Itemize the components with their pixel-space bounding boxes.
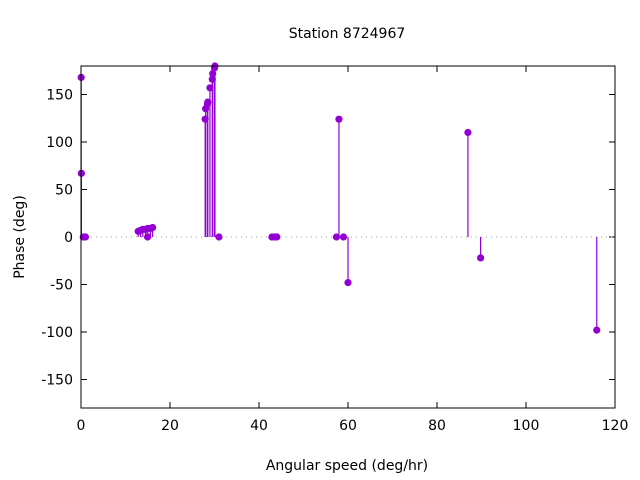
data-point [81, 233, 90, 241]
data-point [339, 233, 348, 241]
data-point [335, 115, 343, 123]
data-point [477, 254, 485, 262]
y-axis-label: Phase (deg) [12, 195, 28, 279]
data-point [273, 233, 281, 241]
data-point [344, 279, 352, 287]
y-tick-label: -150 [41, 373, 73, 389]
chart-title: Station 8724967 [289, 26, 406, 42]
y-tick-label: 150 [46, 88, 73, 104]
x-tick-label: 20 [161, 418, 179, 434]
y-tick-label: 50 [55, 183, 73, 199]
axes: 0 20 40 60 80 100 120 -150 -100 -50 0 50 100 150 [41, 66, 628, 434]
x-tick-label: 80 [428, 418, 446, 434]
data-marks [77, 62, 601, 334]
data-point [332, 233, 341, 241]
data-point [149, 223, 157, 232]
y-tick-label: 0 [64, 230, 73, 246]
data-point [593, 326, 601, 334]
data-point [464, 128, 472, 137]
x-tick-label: 120 [602, 418, 629, 434]
y-tick-label: -50 [50, 278, 73, 294]
y-tick-label: 100 [46, 135, 73, 151]
y-tick-label: -100 [41, 325, 73, 341]
data-point [215, 233, 223, 241]
x-axis-label: Angular speed (deg/hr) [266, 458, 428, 474]
x-tick-label: 60 [339, 418, 357, 434]
x-tick-label: 40 [250, 418, 268, 434]
x-tick-label: 0 [77, 418, 86, 434]
x-tick-label: 100 [513, 418, 540, 434]
plot-frame [80, 65, 616, 409]
